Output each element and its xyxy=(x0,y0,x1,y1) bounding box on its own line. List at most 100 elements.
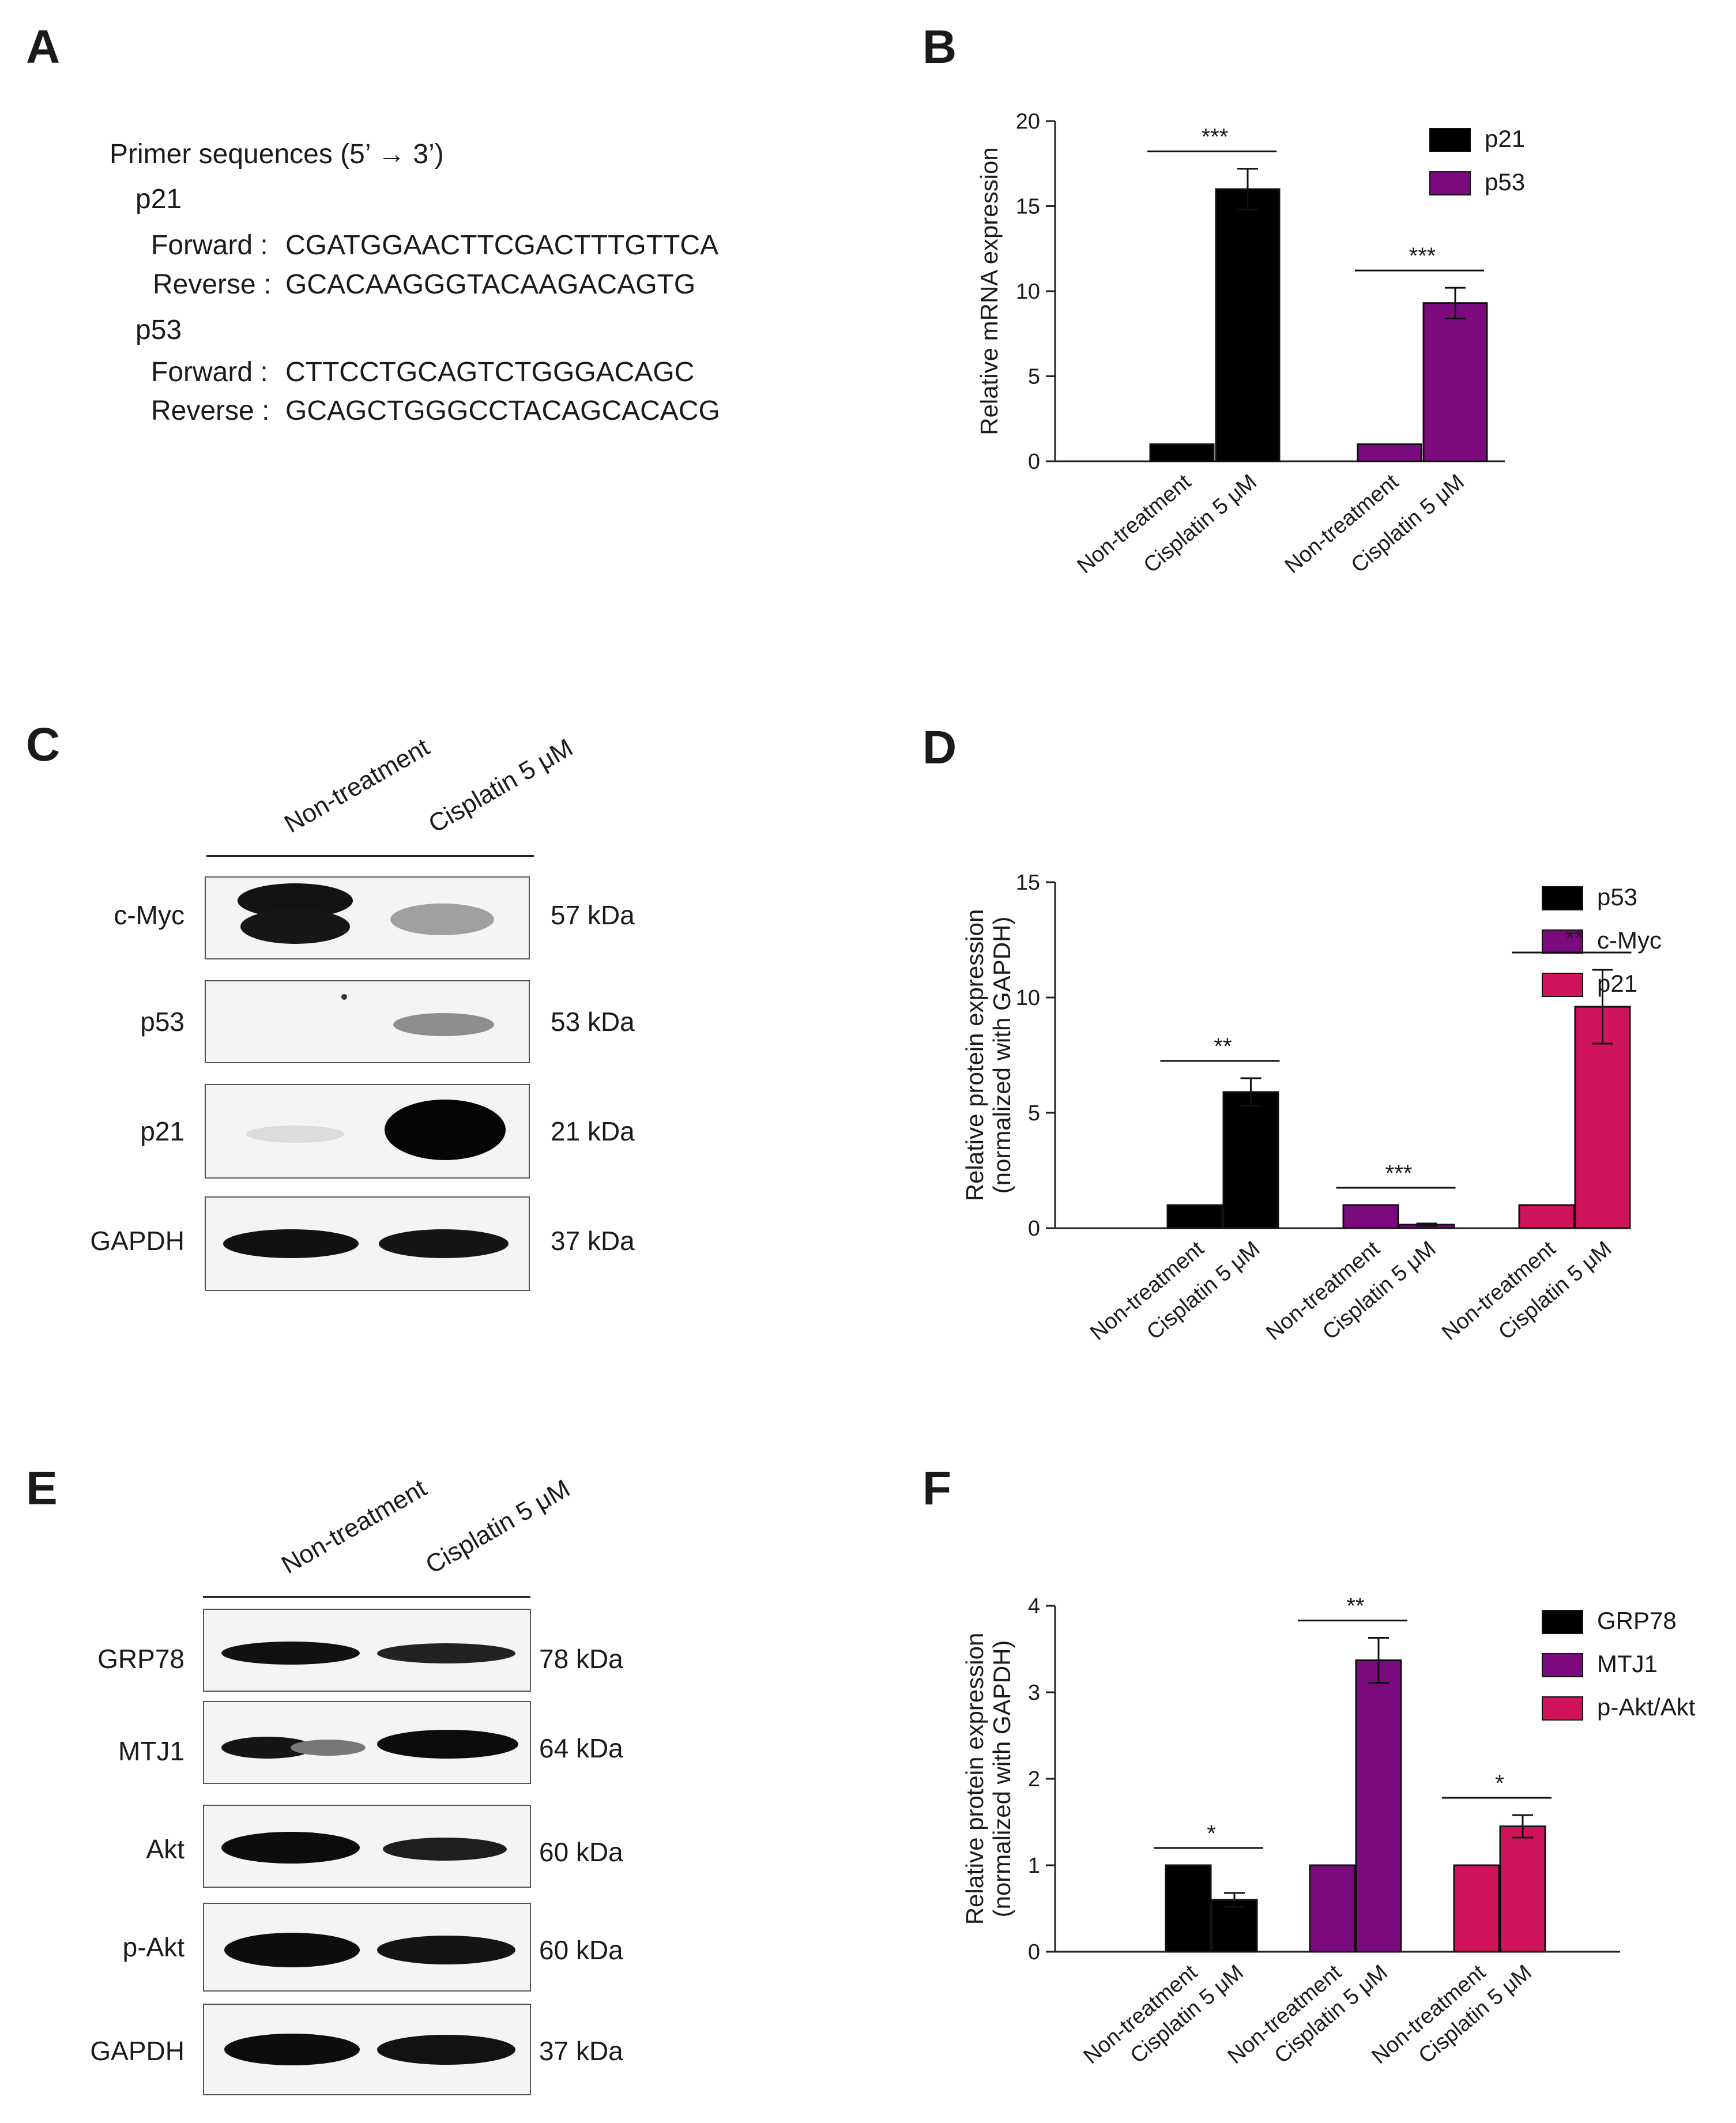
primer-reverse-seq: GCACAAGGGTACAAGACAGTG xyxy=(285,269,696,300)
legend-label: p53 xyxy=(1597,883,1637,910)
primer-reverse-label: Reverse : xyxy=(153,269,272,300)
bar xyxy=(1453,1864,1500,1953)
panel-letter-e: E xyxy=(26,1462,58,1515)
y-tick-label: 10 xyxy=(1016,986,1040,1010)
western-blot-p21 xyxy=(205,1084,530,1179)
bar xyxy=(1165,1864,1212,1953)
blot-label-p53: p53 xyxy=(140,1007,184,1037)
lane-header-cisplatin: Cisplatin 5 μM xyxy=(424,733,578,839)
western-blot-mtj1 xyxy=(203,1701,531,1784)
bar xyxy=(1342,1204,1399,1229)
x-tick-label: Non-treatment xyxy=(1281,469,1403,578)
blot-label-gapdh: GAPDH xyxy=(90,2036,184,2066)
significance-marker: *** xyxy=(1202,125,1229,150)
x-tick-label: Non-treatment xyxy=(1073,469,1196,578)
western-blot-gapdh xyxy=(203,2004,531,2095)
kda-label: 64 kDa xyxy=(539,1733,623,1763)
legend-swatch xyxy=(1542,1696,1583,1721)
primer-title: Primer sequences (5’ → 3’) xyxy=(110,139,444,170)
y-axis-label-2: (normalized with GAPDH) xyxy=(988,1640,1015,1918)
significance-marker: ** xyxy=(1214,1034,1232,1059)
legend-swatch xyxy=(1429,171,1471,195)
y-tick-label: 0 xyxy=(1028,450,1040,474)
y-tick-label: 3 xyxy=(1028,1681,1040,1705)
significance-marker: ** xyxy=(1565,925,1583,951)
bar xyxy=(1215,188,1281,462)
y-tick-label: 0 xyxy=(1028,1940,1040,1964)
legend-swatch xyxy=(1429,128,1471,152)
y-tick-label: 20 xyxy=(1016,110,1040,134)
blot-label-p-akt: p-Akt xyxy=(122,1932,184,1962)
x-tick-label: Cisplatin 5 μM xyxy=(1139,470,1261,578)
lane-underline xyxy=(206,855,534,857)
western-blot-p53 xyxy=(205,980,530,1063)
legend-label: p21 xyxy=(1485,125,1525,152)
y-axis-label: Relative mRNA expression xyxy=(976,147,1003,435)
primer-reverse-seq: GCAGCTGGGCCTACAGCACACG xyxy=(285,396,720,426)
legend-label: c-Myc xyxy=(1597,927,1662,954)
legend-label: p21 xyxy=(1597,970,1637,997)
bar xyxy=(1422,302,1488,462)
blot-label-mtj1: MTJ1 xyxy=(118,1736,184,1766)
bar xyxy=(1149,443,1215,462)
bar xyxy=(1357,443,1422,462)
primer-forward-seq: CTTCCTGCAGTCTGGGACAGC xyxy=(285,357,695,387)
y-axis-label-2: (normalized with GAPDH) xyxy=(988,917,1015,1194)
panel-letter-d: D xyxy=(922,721,957,774)
bar xyxy=(1211,1899,1258,1953)
significance-marker: * xyxy=(1207,1821,1216,1846)
y-tick-label: 10 xyxy=(1016,280,1040,304)
bar xyxy=(1222,1091,1279,1229)
bar xyxy=(1518,1204,1575,1229)
legend-swatch xyxy=(1542,1610,1583,1634)
blot-label-gapdh: GAPDH xyxy=(90,1226,184,1256)
primer-gene-p21: p21 xyxy=(135,184,182,214)
western-blot-p-akt xyxy=(203,1903,531,1992)
primer-forward-seq: CGATGGAACTTCGACTTTGTTCA xyxy=(285,230,719,261)
panel-letter-c: C xyxy=(26,718,61,771)
y-tick-label: 2 xyxy=(1028,1767,1040,1791)
bar xyxy=(1499,1825,1546,1953)
blot-label-p21: p21 xyxy=(140,1116,184,1146)
significance-marker: ** xyxy=(1346,1594,1364,1619)
legend-label: p53 xyxy=(1485,168,1525,195)
blot-label-c-myc: c-Myc xyxy=(114,900,184,930)
bar xyxy=(1355,1659,1402,1953)
panel-letter-a: A xyxy=(26,21,61,73)
panel-letter-b: B xyxy=(922,21,957,73)
chart-b: 0 5 10 15 20 Relative mRNA expression Non-trea… xyxy=(976,110,1525,578)
lane-underline xyxy=(203,1596,530,1598)
panel-letter-f: F xyxy=(922,1462,952,1515)
western-blot-c-myc xyxy=(205,876,530,959)
significance-marker: * xyxy=(1495,1771,1504,1796)
y-tick-label: 4 xyxy=(1028,1594,1040,1618)
bar xyxy=(1166,1204,1223,1229)
kda-label: 78 kDa xyxy=(539,1644,623,1674)
lane-header-non-treatment: Non-treatment xyxy=(277,1474,432,1580)
legend-swatch xyxy=(1542,886,1583,910)
lane-header-non-treatment: Non-treatment xyxy=(280,733,435,839)
lane-header-cisplatin: Cisplatin 5 μM xyxy=(421,1474,575,1580)
primer-reverse-label: Reverse : xyxy=(151,396,270,426)
kda-label: 37 kDa xyxy=(539,2036,623,2066)
kda-label: 60 kDa xyxy=(539,1935,623,1965)
y-tick-label: 15 xyxy=(1016,871,1040,895)
western-blot-grp78 xyxy=(203,1609,531,1692)
y-axis-label: Relative protein expression xyxy=(961,909,988,1202)
kda-label: 57 kDa xyxy=(551,900,635,930)
western-blot-gapdh xyxy=(205,1196,530,1291)
legend-label: GRP78 xyxy=(1597,1607,1677,1634)
y-tick-label: 5 xyxy=(1028,1101,1040,1126)
y-tick-label: 1 xyxy=(1028,1854,1040,1878)
y-axis-label: Relative protein expression xyxy=(961,1633,988,1925)
chart-f: 0 1 2 3 4 Relative protein expression (normali… xyxy=(961,1594,1696,2069)
kda-label: 37 kDa xyxy=(551,1226,635,1256)
western-blot-akt xyxy=(203,1805,531,1888)
y-tick-label: 15 xyxy=(1016,195,1040,219)
legend-swatch xyxy=(1542,973,1583,997)
y-tick-label: 5 xyxy=(1028,365,1040,389)
x-tick-label: Cisplatin 5 μM xyxy=(1347,470,1469,578)
significance-marker: *** xyxy=(1409,243,1436,269)
primer-gene-p53: p53 xyxy=(135,315,182,345)
bar xyxy=(1309,1864,1356,1953)
